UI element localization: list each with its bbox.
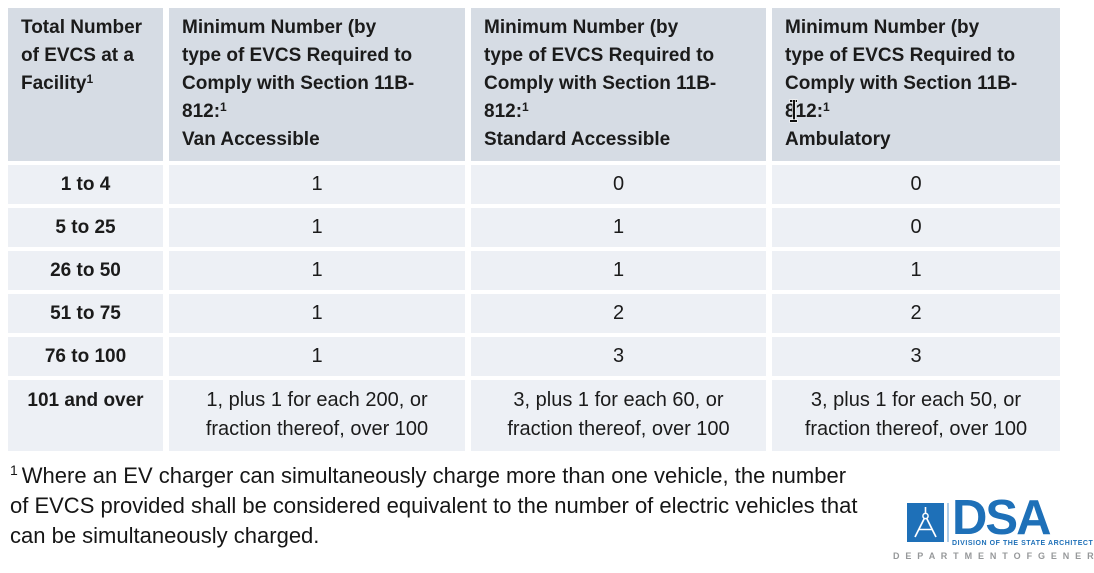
header-title-line: type of EVCS Required to: [182, 45, 413, 66]
header-title-line: 812:1: [484, 98, 754, 126]
standard-count-cell: 3: [471, 337, 766, 376]
footnote-marker: 1: [10, 462, 18, 478]
van-count-cell: 1: [169, 208, 465, 247]
dsa-division-label: DIVISION OF THE STATE ARCHITECT: [952, 540, 1094, 547]
table-row: 51 to 75 1 2 2: [8, 294, 1060, 333]
table-row: 101 and over 1, plus 1 for each 200, or …: [8, 380, 1060, 451]
header-title-line: Comply with Section 11B-: [484, 73, 717, 94]
header-subtitle: Standard Accessible: [484, 129, 671, 150]
range-cell: 51 to 75: [8, 294, 163, 333]
van-count-cell: 1, plus 1 for each 200, or fraction ther…: [169, 380, 465, 451]
ambulatory-count-cell: 0: [772, 208, 1060, 247]
footnote-marker: 1: [823, 100, 830, 114]
header-title-line: Minimum Number (by: [484, 17, 679, 38]
van-count-cell: 1: [169, 165, 465, 204]
footnote-marker: 1: [220, 100, 227, 114]
ambulatory-count-cell: 3: [772, 337, 1060, 376]
footnote-line: 1 Where an EV charger can simultaneously …: [10, 461, 857, 491]
drafting-compass-icon: [907, 503, 944, 542]
table-header-row: Total Number of EVCS at a Facility1 Mini…: [8, 8, 1060, 161]
range-cell: 26 to 50: [8, 251, 163, 290]
ambulatory-count-cell: 0: [772, 165, 1060, 204]
header-title-line: 812:1: [182, 98, 453, 126]
header-standard-accessible: Minimum Number (by type of EVCS Required…: [471, 8, 766, 161]
header-title-line: Minimum Number (by: [785, 17, 980, 38]
standard-count-cell: 0: [471, 165, 766, 204]
header-title-line: type of EVCS Required to: [785, 45, 1016, 66]
footnote-text: Where an EV charger can simultaneously c…: [21, 463, 847, 488]
header-subtitle: Van Accessible: [182, 129, 320, 150]
header-title-line: Comply with Section 11B-: [785, 73, 1018, 94]
dsa-logo-row: DSA DIVISION OF THE STATE ARCHITECT: [907, 494, 1093, 547]
van-count-cell: 1: [169, 294, 465, 333]
header-title-line: of EVCS at a: [21, 45, 134, 66]
header-total-evcs: Total Number of EVCS at a Facility1: [8, 8, 163, 161]
table-row: 5 to 25 1 1 0: [8, 208, 1060, 247]
header-title-text: 812:: [182, 101, 221, 122]
standard-count-cell: 2: [471, 294, 766, 333]
van-count-cell: 1: [169, 251, 465, 290]
table-row: 26 to 50 1 1 1: [8, 251, 1060, 290]
van-count-cell: 1: [169, 337, 465, 376]
header-title-line: Minimum Number (by: [182, 17, 377, 38]
header-title-text: 812:: [484, 101, 523, 122]
header-title-line: Total Number: [21, 17, 143, 38]
header-title-line: type of EVCS Required to: [484, 45, 715, 66]
footnote-line: can be simultaneously charged.: [10, 523, 320, 548]
evcs-requirements-table: Total Number of EVCS at a Facility1 Mini…: [8, 8, 1060, 451]
dsa-logo-text: DSA DIVISION OF THE STATE ARCHITECT: [952, 491, 1094, 548]
table-row: 1 to 4 1 0 0: [8, 165, 1060, 204]
footnote-marker: 1: [86, 72, 94, 86]
range-cell: 5 to 25: [8, 208, 163, 247]
footnote: 1 Where an EV charger can simultaneously …: [10, 461, 857, 551]
footnote-marker: 1: [522, 100, 529, 114]
ambulatory-count-cell: 2: [772, 294, 1060, 333]
header-ambulatory: Minimum Number (by type of EVCS Required…: [772, 8, 1060, 161]
footnote-line: of EVCS provided shall be considered equ…: [10, 493, 858, 518]
dsa-department-label: D E P A R T M E N T O F G E N E R A L S …: [893, 551, 1094, 561]
standard-count-cell: 1: [471, 208, 766, 247]
header-title-text: Facility: [21, 73, 87, 94]
ambulatory-count-cell: 1: [772, 251, 1060, 290]
header-title-line: Comply with Section 11B-: [182, 73, 415, 94]
standard-count-cell: 1: [471, 251, 766, 290]
dsa-logo: DSA DIVISION OF THE STATE ARCHITECT D E …: [893, 494, 1094, 562]
header-title-text: 812:: [785, 101, 824, 122]
range-cell: 76 to 100: [8, 337, 163, 376]
text-cursor-icon: [789, 100, 798, 122]
table-row: 76 to 100 1 3 3: [8, 337, 1060, 376]
range-cell: 101 and over: [8, 380, 163, 451]
header-title-line: 812:1: [785, 98, 1048, 126]
standard-count-cell: 3, plus 1 for each 60, or fraction there…: [471, 380, 766, 451]
header-van-accessible: Minimum Number (by type of EVCS Required…: [169, 8, 465, 161]
range-cell: 1 to 4: [8, 165, 163, 204]
logo-divider: [947, 503, 949, 542]
dsa-acronym: DSA: [952, 491, 1051, 545]
header-title-line: Facility1: [21, 70, 151, 98]
ambulatory-count-cell: 3, plus 1 for each 50, or fraction there…: [772, 380, 1060, 451]
header-subtitle: Ambulatory: [785, 129, 891, 150]
